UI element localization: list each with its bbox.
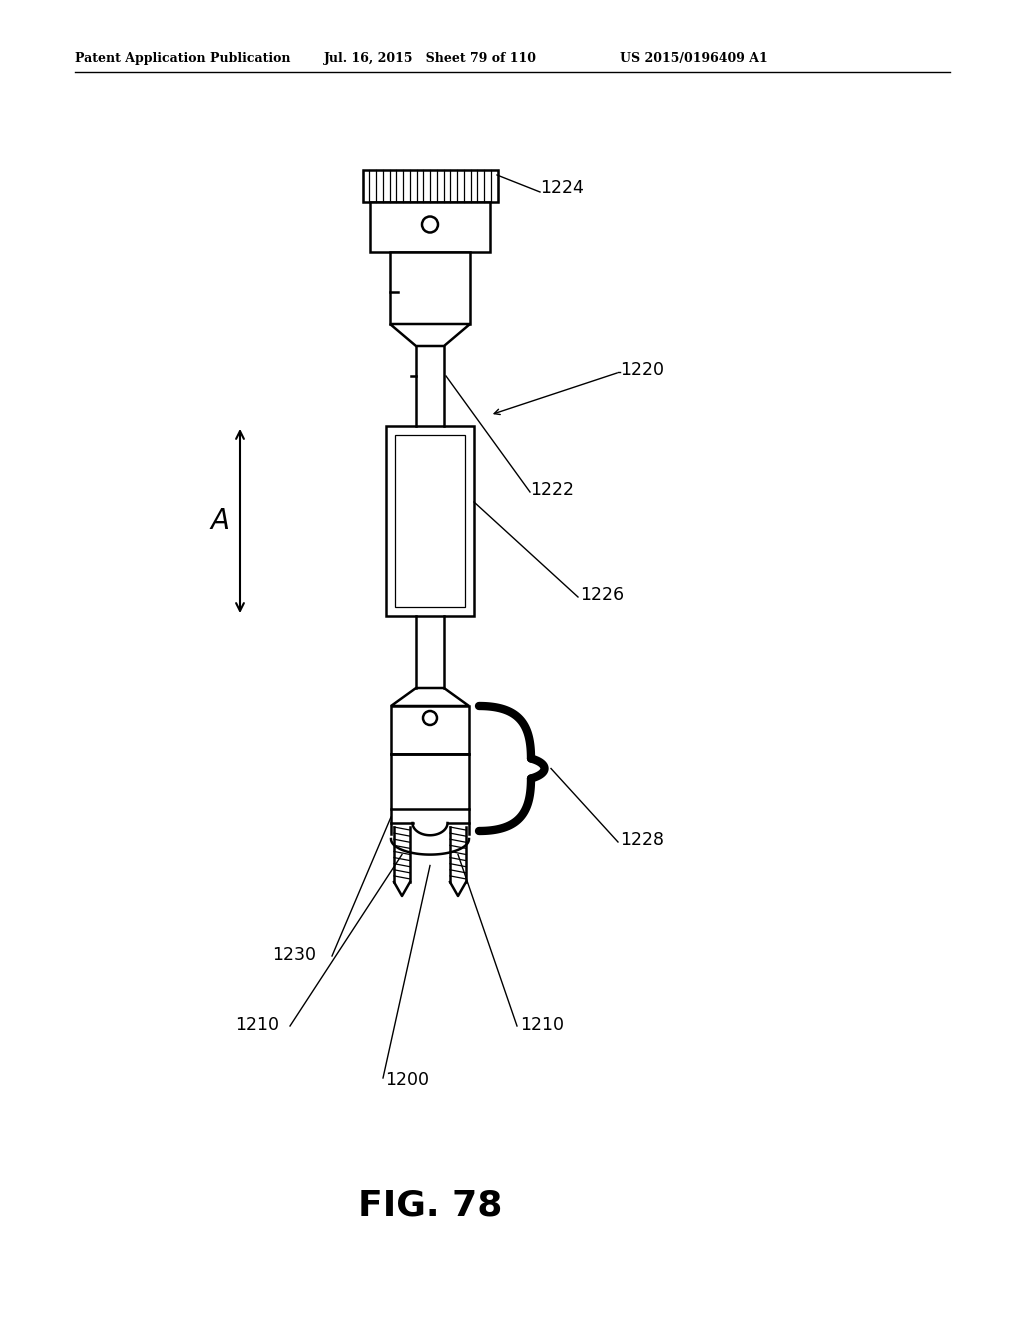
Bar [390, 252, 470, 323]
Bar [362, 170, 498, 202]
Text: 1220: 1220 [620, 360, 664, 379]
Text: 1210: 1210 [234, 1016, 279, 1034]
Text: 1226: 1226 [580, 586, 624, 605]
Text: 1228: 1228 [620, 832, 664, 849]
Text: FIG. 78: FIG. 78 [357, 1188, 502, 1222]
Bar [386, 426, 474, 616]
Polygon shape [390, 323, 470, 346]
Bar [395, 436, 465, 607]
Text: Patent Application Publication: Patent Application Publication [75, 51, 291, 65]
Text: Jul. 16, 2015   Sheet 79 of 110: Jul. 16, 2015 Sheet 79 of 110 [324, 51, 537, 65]
Text: 1230: 1230 [272, 946, 316, 964]
Text: 1224: 1224 [540, 180, 584, 197]
Text: 1210: 1210 [520, 1016, 564, 1034]
Bar [391, 706, 469, 754]
Polygon shape [391, 688, 469, 706]
Bar [391, 754, 469, 809]
Text: US 2015/0196409 A1: US 2015/0196409 A1 [620, 51, 768, 65]
Text: 1200: 1200 [385, 1071, 429, 1089]
Text: A: A [211, 507, 229, 535]
Text: 1222: 1222 [530, 480, 574, 499]
Bar [370, 202, 490, 252]
